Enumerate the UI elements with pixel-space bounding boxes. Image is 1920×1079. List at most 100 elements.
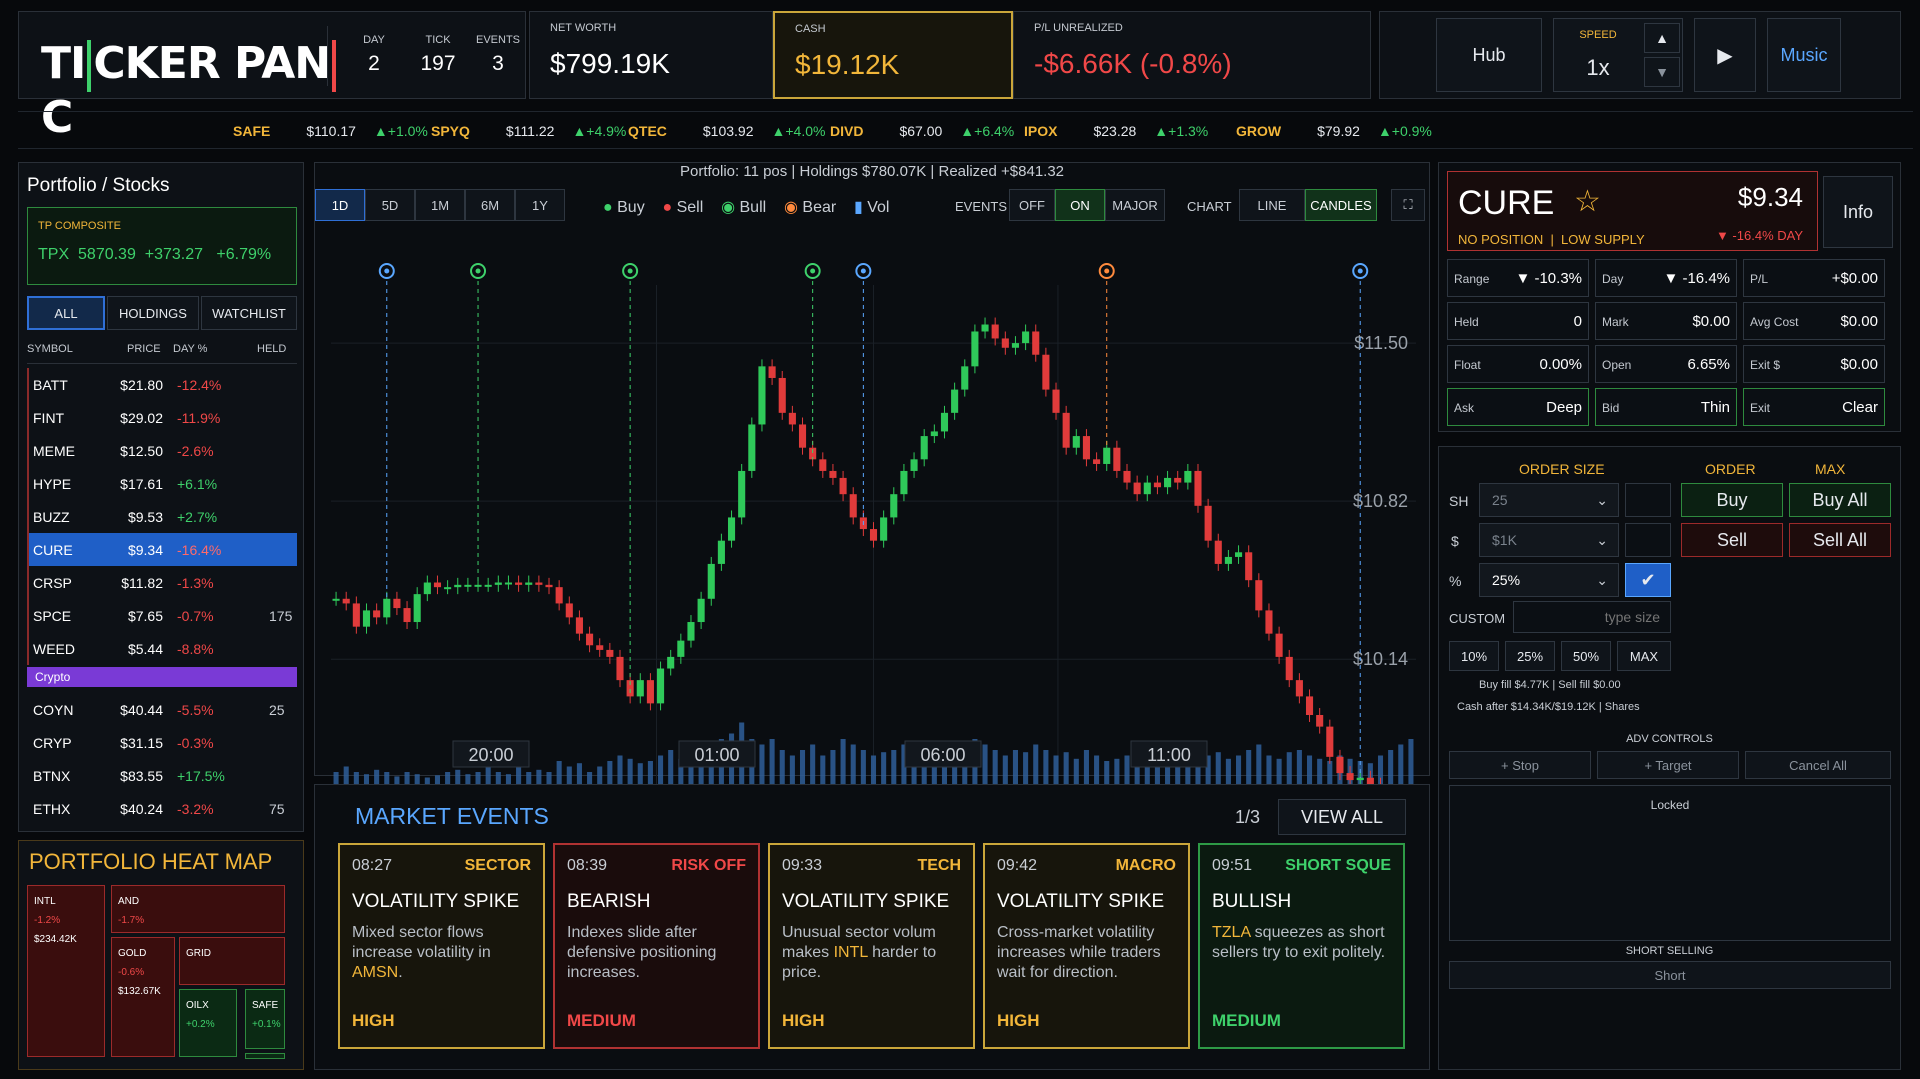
candle xyxy=(1305,696,1314,715)
sell-button[interactable]: Sell xyxy=(1681,523,1783,557)
range-1d[interactable]: 1D xyxy=(315,189,365,221)
composite-box[interactable]: TP COMPOSITE TPX 5870.39 +373.27 +6.79% xyxy=(27,207,297,285)
hub-button[interactable]: Hub xyxy=(1436,18,1542,92)
stock-price: $83.55 xyxy=(120,768,163,784)
events-major[interactable]: MAJOR xyxy=(1105,189,1165,221)
heatmap-tile-and[interactable]: AND -1.7% xyxy=(111,885,285,933)
volume-bar xyxy=(1165,755,1171,805)
volume-bar xyxy=(1012,750,1018,805)
volume-bar xyxy=(698,744,704,805)
shares-checkbox[interactable] xyxy=(1625,483,1671,517)
heatmap-tile-grid[interactable]: GRID xyxy=(179,937,285,985)
stock-row-ethx[interactable]: ETHX $40.24 -3.2% 75 xyxy=(27,792,297,825)
heatmap-tile-gold[interactable]: GOLD -0.6% $132.67K xyxy=(111,937,175,1057)
stock-row-cure[interactable]: CURE $9.34 -16.4% xyxy=(27,533,297,566)
ticker-item[interactable]: IPOX $23.28 ▲+1.3% xyxy=(1024,123,1209,139)
stock-row-cryp[interactable]: CRYP $31.15 -0.3% xyxy=(27,726,297,759)
info-button[interactable]: Info xyxy=(1823,176,1893,248)
add-stop-button[interactable]: + Stop xyxy=(1449,751,1591,779)
candle xyxy=(819,459,827,471)
x-tick-box xyxy=(678,740,756,768)
quick-25[interactable]: 25% xyxy=(1505,641,1555,671)
stock-symbol: WEED xyxy=(33,641,75,657)
view-all-button[interactable]: VIEW ALL xyxy=(1278,799,1406,835)
percent-select[interactable]: 25% ⌄ xyxy=(1479,563,1619,597)
stock-price: $31.15 xyxy=(120,735,163,751)
event-card[interactable]: 08:27 SECTOR VOLATILITY SPIKE Mixed sector … xyxy=(338,843,545,1049)
chart-candles-button[interactable]: CANDLES xyxy=(1305,189,1377,221)
buy-button[interactable]: Buy xyxy=(1681,483,1783,517)
event-card[interactable]: 09:51 SHORT SQUE BULLISH TZLA squeezes as s… xyxy=(1198,843,1405,1049)
dollar-select[interactable]: $1K ⌄ xyxy=(1479,523,1619,557)
range-1y[interactable]: 1Y xyxy=(515,189,565,221)
heatmap-tile-safe[interactable]: SAFE +0.1% xyxy=(245,989,285,1049)
ticker-item[interactable]: GROW $79.92 ▲+0.9% xyxy=(1236,123,1432,139)
stock-row-meme[interactable]: MEME $12.50 -2.6% xyxy=(27,434,297,467)
heatmap-tile-oilx[interactable]: OILX +0.2% xyxy=(179,989,237,1057)
quick-max[interactable]: MAX xyxy=(1617,641,1671,671)
events-off[interactable]: OFF xyxy=(1009,189,1055,221)
stock-symbol: BTNX xyxy=(33,768,71,784)
candle xyxy=(494,582,502,585)
event-card[interactable]: 09:42 MACRO VOLATILITY SPIKE Cross-market v… xyxy=(983,843,1190,1049)
range-6m[interactable]: 6M xyxy=(465,189,515,221)
ticker-item[interactable]: QTEC $103.92 ▲+4.0% xyxy=(628,123,826,139)
volume-bar xyxy=(1094,755,1100,805)
music-button[interactable]: Music xyxy=(1767,18,1841,92)
add-target-button[interactable]: + Target xyxy=(1597,751,1739,779)
stock-row-hype[interactable]: HYPE $17.61 +6.1% xyxy=(27,467,297,500)
range-5d[interactable]: 5D xyxy=(365,189,415,221)
cancel-all-button[interactable]: Cancel All xyxy=(1745,751,1891,779)
stock-row-btnx[interactable]: BTNX $83.55 +17.5% xyxy=(27,759,297,792)
dollar-checkbox[interactable] xyxy=(1625,523,1671,557)
tab-all[interactable]: ALL xyxy=(27,296,105,330)
quick-50[interactable]: 50% xyxy=(1561,641,1611,671)
sidebar-title: Portfolio / Stocks xyxy=(27,175,170,196)
candle xyxy=(677,640,685,657)
stock-row-coyn[interactable]: COYN $40.44 -5.5% 25 xyxy=(27,693,297,726)
volume-bar xyxy=(1296,750,1302,805)
heatmap-tile-intl[interactable]: INTL -1.2% $234.42K xyxy=(27,885,105,1057)
stock-row-weed[interactable]: WEED $5.44 -8.8% xyxy=(27,632,297,665)
stock-row-spce[interactable]: SPCE $7.65 -0.7% 175 xyxy=(27,599,297,632)
candle xyxy=(545,584,553,588)
shares-select[interactable]: 25 ⌄ xyxy=(1479,483,1619,517)
ticker-item[interactable]: SPYQ $111.22 ▲+4.9% xyxy=(431,123,627,139)
price-chart[interactable]: $11.50$10.82$10.14$9.3420:0001:0006:0011… xyxy=(321,245,1421,805)
sell-all-button[interactable]: Sell All xyxy=(1789,523,1891,557)
event-card[interactable]: 08:39 RISK OFF BEARISH Indexes slide after … xyxy=(553,843,760,1049)
candle xyxy=(1245,552,1253,581)
candle xyxy=(616,656,624,681)
candle xyxy=(717,540,725,564)
chart-panel: Portfolio: 11 pos | Holdings $780.07K | … xyxy=(314,162,1430,805)
quick-10[interactable]: 10% xyxy=(1449,641,1499,671)
speed-control: SPEED 1x ▲ ▼ xyxy=(1553,18,1683,92)
volume-bar xyxy=(647,761,653,805)
stock-row-batt[interactable]: BATT $21.80 -12.4% xyxy=(27,368,297,401)
event-card[interactable]: 09:33 TECH VOLATILITY SPIKE Unusual sector … xyxy=(768,843,975,1049)
stock-row-buzz[interactable]: BUZZ $9.53 +2.7% xyxy=(27,500,297,533)
ticker-item[interactable]: DIVD $67.00 ▲+6.4% xyxy=(830,123,1015,139)
short-button[interactable]: Short xyxy=(1449,961,1891,989)
expand-chart-button[interactable]: ⛶ xyxy=(1391,189,1425,221)
speed-up-button[interactable]: ▲ xyxy=(1644,23,1680,53)
percent-checkbox[interactable]: ✔ xyxy=(1625,563,1671,597)
candle xyxy=(464,584,472,587)
tab-watchlist[interactable]: WATCHLIST xyxy=(201,296,297,330)
events-on[interactable]: ON xyxy=(1055,189,1105,221)
candle xyxy=(1153,482,1161,488)
star-icon[interactable]: ☆ xyxy=(1574,185,1601,218)
play-button[interactable]: ▶ xyxy=(1694,18,1756,92)
custom-size-input[interactable] xyxy=(1513,601,1671,633)
tab-holdings[interactable]: HOLDINGS xyxy=(107,296,199,330)
buy-all-button[interactable]: Buy All xyxy=(1789,483,1891,517)
stock-row-crsp[interactable]: CRSP $11.82 -1.3% xyxy=(27,566,297,599)
volume-bar xyxy=(850,744,856,805)
speed-down-button[interactable]: ▼ xyxy=(1644,57,1680,87)
range-1m[interactable]: 1M xyxy=(415,189,465,221)
candle xyxy=(1275,633,1283,657)
candle xyxy=(636,680,644,697)
stock-row-fint[interactable]: FINT $29.02 -11.9% xyxy=(27,401,297,434)
chart-line-button[interactable]: LINE xyxy=(1239,189,1305,221)
ticker-item[interactable]: SAFE $110.17 ▲+1.0% xyxy=(233,123,428,139)
